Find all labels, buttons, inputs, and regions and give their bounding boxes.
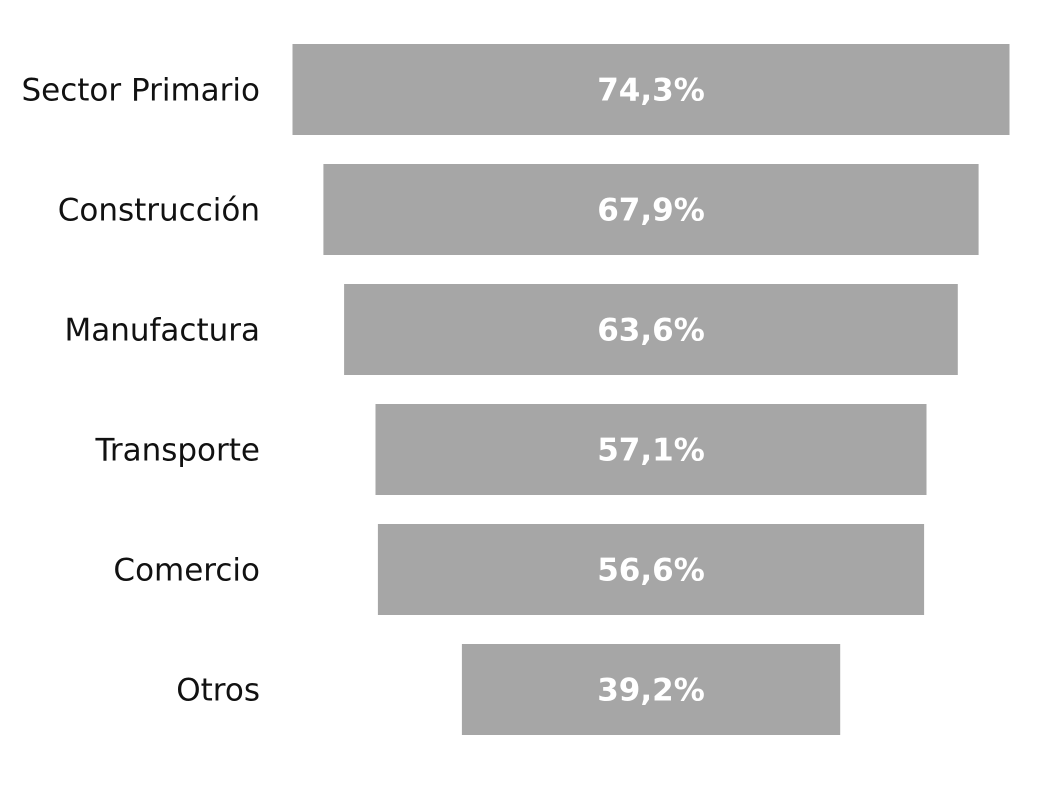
bar-4 xyxy=(377,524,925,615)
category-label-1: Construcción xyxy=(58,193,260,229)
category-label-2: Manufactura xyxy=(64,313,260,349)
value-label-5: 39,2% xyxy=(597,673,705,709)
category-labels-group: Sector Primario Construcción Manufactura Tr… xyxy=(21,73,260,709)
category-label-3: Transporte xyxy=(94,433,260,469)
bar-3 xyxy=(375,404,927,495)
value-label-2: 63,6% xyxy=(597,313,705,349)
bar-2 xyxy=(344,284,958,375)
bar-0 xyxy=(292,44,1010,135)
value-label-0: 74,3% xyxy=(597,73,705,109)
value-label-1: 67,9% xyxy=(597,193,705,229)
value-labels-group: 74,3% 67,9% 63,6% 57,1% 56,6% 39,2% xyxy=(597,73,705,709)
value-label-4: 56,6% xyxy=(597,553,705,589)
value-label-3: 57,1% xyxy=(597,433,705,469)
category-label-5: Otros xyxy=(176,673,260,709)
category-label-0: Sector Primario xyxy=(21,73,260,109)
category-label-4: Comercio xyxy=(113,553,260,589)
bar-5 xyxy=(461,644,841,735)
bars-group xyxy=(292,44,1010,735)
bar-1 xyxy=(323,164,979,255)
